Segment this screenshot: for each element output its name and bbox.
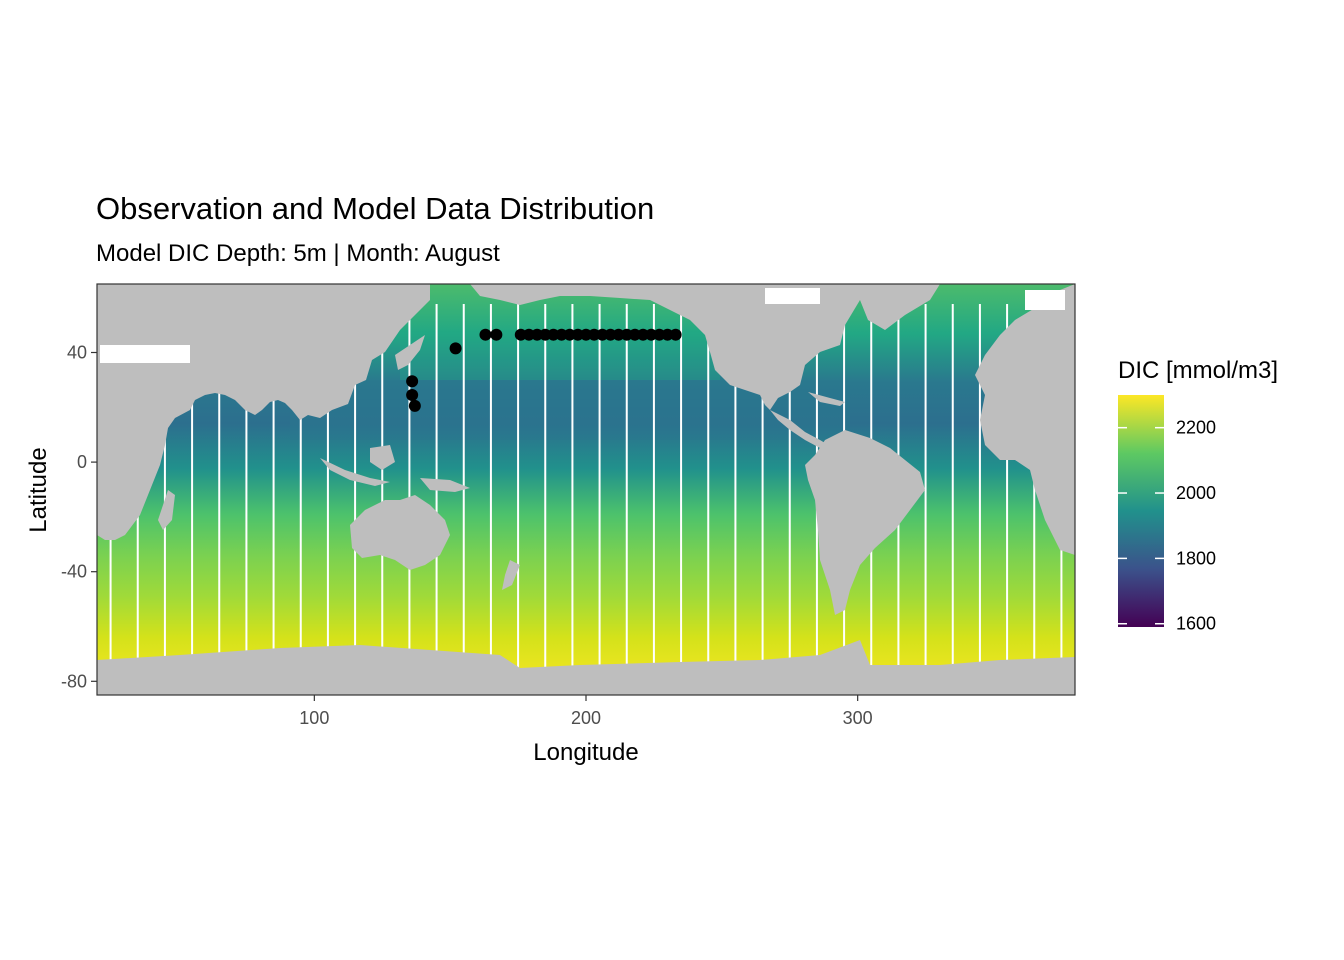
observation-point [669,328,682,341]
legend-colorbar [1118,395,1164,627]
chart-subtitle: Model DIC Depth: 5m | Month: August [96,240,500,267]
land-cuba [808,392,845,406]
land-europe-africa-east [975,284,1075,555]
land-greenland [860,284,940,330]
observation-point [449,342,462,355]
x-tick-label: 100 [299,708,329,728]
x-tick-label: 300 [843,708,873,728]
y-tick-label: 0 [77,452,87,472]
land-north-america [470,284,860,410]
land-madagascar [158,490,175,530]
land-indonesia [320,458,390,486]
y-tick-label: 40 [67,343,87,363]
legend-tick-label: 1600 [1176,614,1216,634]
observation-point [479,328,492,341]
y-axis: -80 -40 0 40 [61,343,97,691]
observation-point [406,388,419,401]
observation-point [408,399,421,412]
legend-title: DIC [mmol/m3] [1118,357,1278,384]
x-axis: 100 200 300 [299,695,873,728]
land-central-america [770,410,830,448]
sea-ice-white [100,288,1065,363]
land-borneo [370,445,395,470]
map-panel [97,284,1075,695]
legend-tick-label: 2200 [1176,418,1216,438]
legend-ticks: 1600 1800 2000 2200 [1118,418,1216,634]
observation-point [490,328,503,341]
legend-tick-label: 1800 [1176,548,1216,568]
land-south-america [805,430,925,615]
land-antarctica [97,640,1075,695]
chart-title: Observation and Model Data Distribution [96,191,654,226]
legend: DIC [mmol/m3] 1600 1800 2000 2200 [1118,357,1278,634]
y-tick-label: -80 [61,671,87,691]
land-new-guinea [420,478,470,492]
x-tick-label: 200 [571,708,601,728]
land-new-zealand [502,560,520,590]
y-tick-label: -40 [61,562,87,582]
y-axis-title: Latitude [25,447,52,532]
land-australia [350,495,450,570]
land-japan [395,335,425,370]
observation-point [406,375,419,388]
x-axis-title: Longitude [533,739,638,766]
legend-tick-label: 2000 [1176,483,1216,503]
observation-points [406,328,682,412]
